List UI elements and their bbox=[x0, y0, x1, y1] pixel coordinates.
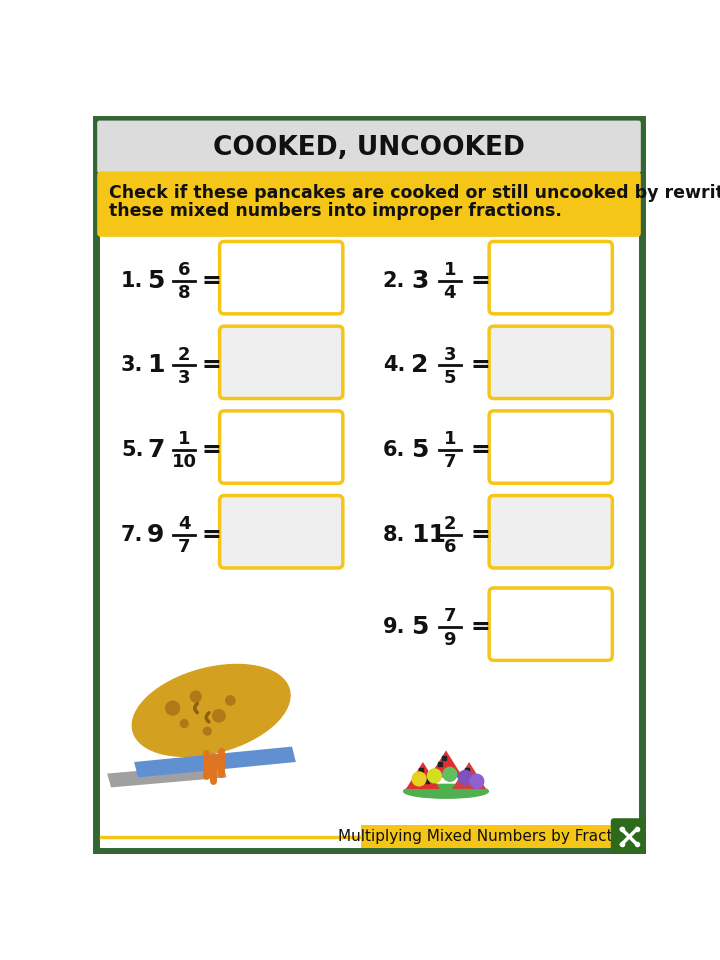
Text: =: = bbox=[471, 269, 490, 293]
Text: 7: 7 bbox=[444, 453, 456, 471]
Text: 6.: 6. bbox=[383, 440, 405, 460]
Polygon shape bbox=[406, 762, 440, 789]
Text: 8: 8 bbox=[178, 284, 191, 302]
Text: =: = bbox=[471, 523, 490, 547]
Text: 11: 11 bbox=[411, 523, 446, 547]
Circle shape bbox=[190, 691, 201, 702]
Text: 9: 9 bbox=[444, 631, 456, 649]
Text: 9: 9 bbox=[148, 523, 165, 547]
Circle shape bbox=[412, 772, 426, 786]
Text: 2: 2 bbox=[411, 353, 428, 377]
Text: 1.: 1. bbox=[121, 271, 143, 291]
FancyBboxPatch shape bbox=[220, 326, 343, 398]
Text: 1: 1 bbox=[444, 261, 456, 279]
FancyBboxPatch shape bbox=[220, 495, 343, 568]
Polygon shape bbox=[134, 747, 296, 778]
FancyBboxPatch shape bbox=[611, 818, 648, 855]
Circle shape bbox=[204, 728, 211, 735]
Text: 3: 3 bbox=[178, 369, 191, 387]
Text: =: = bbox=[202, 438, 221, 462]
Text: 4: 4 bbox=[178, 516, 191, 533]
Text: 10: 10 bbox=[171, 453, 197, 471]
FancyBboxPatch shape bbox=[96, 119, 642, 851]
Text: 6: 6 bbox=[178, 261, 191, 279]
FancyBboxPatch shape bbox=[220, 411, 343, 483]
Text: 2: 2 bbox=[178, 346, 191, 364]
Text: Check if these pancakes are cooked or still uncooked by rewriting: Check if these pancakes are cooked or st… bbox=[109, 184, 720, 202]
Text: Multiplying Mixed Numbers by Fraction: Multiplying Mixed Numbers by Fraction bbox=[338, 829, 636, 844]
Text: 7: 7 bbox=[148, 438, 165, 462]
Text: 5.: 5. bbox=[121, 440, 143, 460]
Text: 3.: 3. bbox=[121, 355, 143, 375]
Text: 2.: 2. bbox=[383, 271, 405, 291]
Text: =: = bbox=[202, 269, 221, 293]
FancyBboxPatch shape bbox=[489, 495, 612, 568]
Polygon shape bbox=[107, 763, 227, 787]
Text: 1: 1 bbox=[148, 353, 165, 377]
Text: these mixed numbers into improper fractions.: these mixed numbers into improper fracti… bbox=[109, 203, 562, 221]
Text: 1: 1 bbox=[178, 430, 191, 448]
Text: 5: 5 bbox=[444, 369, 456, 387]
Text: 7.: 7. bbox=[121, 525, 143, 545]
Circle shape bbox=[459, 771, 472, 784]
Text: COOKED, UNCOOKED: COOKED, UNCOOKED bbox=[213, 135, 525, 161]
Text: 3: 3 bbox=[411, 269, 428, 293]
Circle shape bbox=[443, 767, 456, 781]
Text: 3: 3 bbox=[444, 346, 456, 364]
Text: 2: 2 bbox=[444, 516, 456, 533]
FancyBboxPatch shape bbox=[489, 588, 612, 660]
FancyBboxPatch shape bbox=[220, 242, 343, 314]
FancyBboxPatch shape bbox=[489, 411, 612, 483]
Text: 5: 5 bbox=[411, 438, 428, 462]
Text: =: = bbox=[471, 438, 490, 462]
Text: 5: 5 bbox=[148, 269, 165, 293]
Text: 7: 7 bbox=[444, 608, 456, 626]
Circle shape bbox=[470, 775, 484, 788]
Text: 4: 4 bbox=[444, 284, 456, 302]
Text: =: = bbox=[471, 615, 490, 639]
FancyBboxPatch shape bbox=[97, 172, 641, 237]
Ellipse shape bbox=[132, 664, 290, 756]
FancyBboxPatch shape bbox=[97, 121, 641, 173]
Ellipse shape bbox=[404, 784, 488, 798]
Circle shape bbox=[180, 720, 188, 728]
Text: =: = bbox=[202, 353, 221, 377]
Polygon shape bbox=[452, 762, 486, 789]
Text: 1: 1 bbox=[444, 430, 456, 448]
FancyBboxPatch shape bbox=[361, 826, 612, 849]
Text: 9.: 9. bbox=[383, 617, 405, 637]
Circle shape bbox=[428, 769, 441, 782]
Circle shape bbox=[166, 701, 179, 715]
Text: 8.: 8. bbox=[383, 525, 405, 545]
Circle shape bbox=[226, 696, 235, 705]
Circle shape bbox=[212, 709, 225, 722]
Text: 4.: 4. bbox=[383, 355, 405, 375]
FancyBboxPatch shape bbox=[489, 326, 612, 398]
Text: 5: 5 bbox=[411, 615, 428, 639]
Text: 6: 6 bbox=[444, 539, 456, 556]
Text: 7: 7 bbox=[178, 539, 191, 556]
Text: =: = bbox=[471, 353, 490, 377]
Polygon shape bbox=[429, 751, 463, 778]
FancyBboxPatch shape bbox=[489, 242, 612, 314]
Text: =: = bbox=[202, 523, 221, 547]
